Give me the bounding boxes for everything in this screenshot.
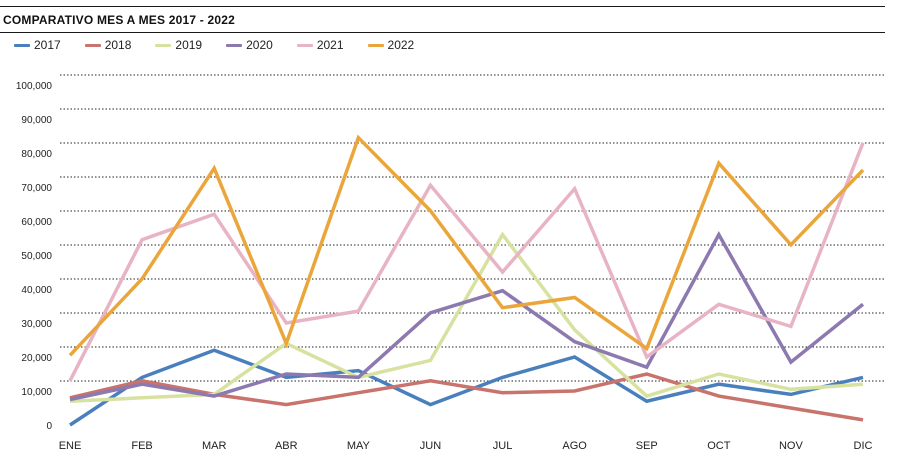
legend-swatch-2021 — [296, 43, 313, 47]
legend-item-2022: 2022 — [367, 38, 415, 52]
legend-item-2019: 2019 — [155, 38, 202, 52]
x-axis-categories: ENE FEB MAR ABR MAY JUN JUL AGO SEP OCT NOV DIC — [59, 440, 873, 452]
legend-label-2021: 2021 — [316, 38, 344, 52]
top-rule — [0, 6, 885, 7]
x-category-label: ENE — [59, 440, 82, 452]
legend-label-2018: 2018 — [104, 38, 132, 52]
legend: 2017 2018 2019 2020 2021 2022 — [14, 38, 438, 52]
y-tick-label: 60,000 — [21, 217, 52, 228]
series-line-2021 — [68, 142, 865, 382]
legend-label-2020: 2020 — [246, 38, 273, 52]
series-line-2022 — [68, 134, 865, 357]
legend-swatch-2017 — [14, 43, 30, 47]
x-category-label: AGO — [562, 440, 587, 452]
y-tick-label: 100,000 — [16, 81, 53, 92]
x-category-label: NOV — [779, 440, 804, 452]
x-category-label: JUN — [420, 440, 441, 452]
title-underline — [0, 32, 885, 33]
legend-label-2017: 2017 — [34, 38, 61, 52]
series-line-2017 — [69, 348, 864, 427]
x-category-label: MAY — [347, 440, 371, 452]
y-tick-label: 40,000 — [21, 285, 52, 296]
x-category-label: MAR — [202, 440, 227, 452]
series-line-2020 — [69, 230, 865, 402]
legend-swatch-2018 — [84, 43, 101, 47]
legend-swatch-2020 — [226, 43, 243, 47]
x-category-label: JUL — [493, 440, 513, 452]
gridlines — [60, 74, 885, 382]
x-category-label: DIC — [854, 440, 873, 452]
x-category-label: OCT — [707, 440, 731, 452]
legend-item-2018: 2018 — [84, 38, 132, 52]
legend-item-2021: 2021 — [296, 38, 344, 52]
y-tick-label: 70,000 — [21, 183, 52, 194]
y-tick-label: 30,000 — [21, 319, 52, 330]
legend-label-2019: 2019 — [175, 38, 203, 52]
x-category-label: FEB — [131, 440, 152, 452]
y-tick-label: 10,000 — [21, 387, 52, 398]
legend-item-2020: 2020 — [226, 38, 273, 52]
series-lines — [68, 134, 865, 427]
y-axis-ticks: 0 10,000 20,000 30,000 40,000 50,000 60,000 70,… — [16, 81, 53, 432]
chart-title: COMPARATIVO MES A MES 2017 - 2022 — [3, 13, 235, 27]
y-tick-label: 80,000 — [21, 149, 52, 160]
legend-swatch-2019 — [155, 43, 172, 47]
y-tick-label: 0 — [46, 421, 52, 432]
y-tick-label: 90,000 — [21, 115, 52, 126]
legend-item-2017: 2017 — [14, 38, 61, 52]
legend-label-2022: 2022 — [387, 38, 415, 52]
legend-swatch-2022 — [367, 43, 384, 47]
series-line-2018 — [69, 372, 864, 422]
x-category-label: ABR — [275, 440, 298, 452]
y-tick-label: 50,000 — [21, 251, 52, 262]
x-category-label: SEP — [636, 440, 658, 452]
y-tick-label: 20,000 — [21, 353, 52, 364]
